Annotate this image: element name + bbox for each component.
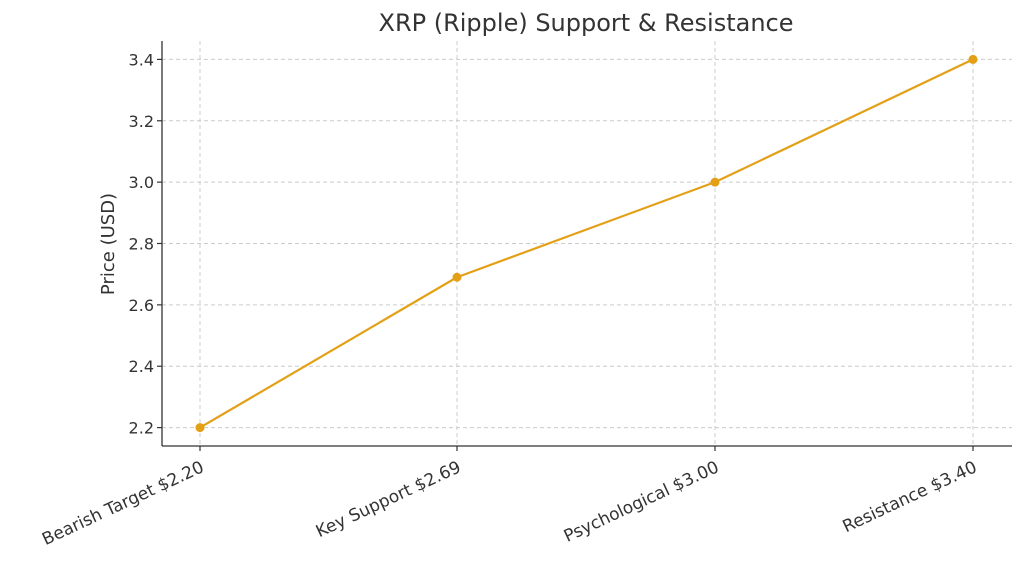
y-axis-label: Price (USD) xyxy=(98,193,119,295)
axes xyxy=(157,41,1012,451)
y-tick-label: 2.2 xyxy=(129,419,154,438)
x-tick-label: Psychological $3.00 xyxy=(561,457,722,546)
y-tick-label: 3.4 xyxy=(129,50,154,69)
series-line xyxy=(199,58,974,429)
data-series xyxy=(195,54,978,433)
x-tick-label: Resistance $3.40 xyxy=(840,457,980,537)
y-tick-label: 3.2 xyxy=(129,112,154,131)
y-tick-label: 3.0 xyxy=(129,173,154,192)
data-point xyxy=(452,272,462,282)
data-point xyxy=(710,177,720,187)
y-tick-label: 2.8 xyxy=(129,235,154,254)
data-point xyxy=(968,54,978,64)
y-tick-label: 2.4 xyxy=(129,357,154,376)
tick-labels: 2.2 2.4 2.6 2.8 3.0 3.2 3.4 Bearish Target $2.2… xyxy=(39,50,980,549)
data-point xyxy=(195,423,205,433)
chart-title: XRP (Ripple) Support & Resistance xyxy=(379,9,794,37)
x-tick-label: Bearish Target $2.20 xyxy=(39,457,207,549)
x-tick-label: Key Support $2.69 xyxy=(313,457,464,542)
y-tick-label: 2.6 xyxy=(129,296,154,315)
